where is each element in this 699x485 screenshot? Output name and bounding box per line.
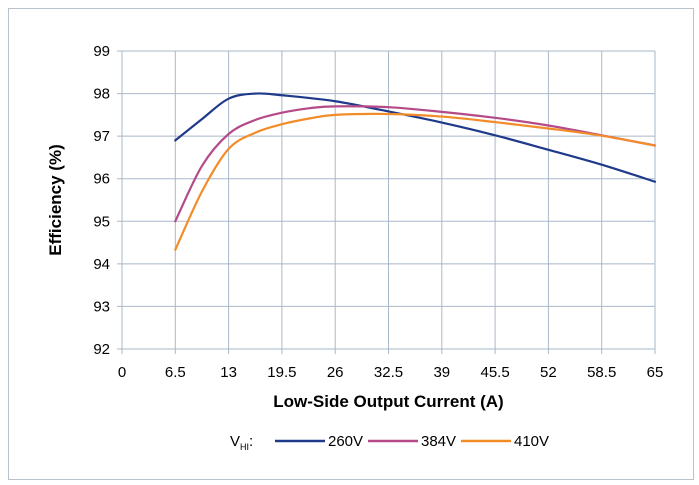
legend-prefix-colon: : bbox=[249, 433, 253, 450]
x-tick-label: 52 bbox=[540, 364, 557, 381]
y-tick-label: 97 bbox=[93, 128, 110, 145]
x-tick-label: 6.5 bbox=[165, 364, 186, 381]
legend-label-410V: 410V bbox=[514, 433, 549, 450]
y-tick-label: 92 bbox=[93, 341, 110, 358]
y-tick-labels: 92 93 94 95 96 97 98 99 bbox=[93, 43, 110, 358]
y-tick-label: 95 bbox=[93, 213, 110, 230]
legend-prefix-sub: HI bbox=[240, 442, 249, 452]
x-axis-title: Low-Side Output Current (A) bbox=[273, 392, 503, 411]
legend-prefix-v: V bbox=[230, 433, 240, 450]
series-line-410V bbox=[174, 112, 657, 251]
y-axis-title: Efficiency (%) bbox=[46, 144, 65, 255]
x-tick-label: 39 bbox=[433, 364, 450, 381]
x-tick-label: 32.5 bbox=[374, 364, 403, 381]
series-lines bbox=[174, 92, 657, 251]
series-line-260V bbox=[174, 92, 657, 183]
grid-lines bbox=[117, 50, 656, 354]
x-tick-label: 45.5 bbox=[480, 364, 509, 381]
x-tick-label: 58.5 bbox=[587, 364, 616, 381]
x-tick-label: 13 bbox=[220, 364, 237, 381]
legend-prefix: VHI: bbox=[230, 433, 253, 452]
x-tick-label: 26 bbox=[327, 364, 344, 381]
x-tick-label: 19.5 bbox=[267, 364, 296, 381]
legend: VHI: 260V 384V 410V bbox=[230, 433, 549, 452]
x-tick-label: 0 bbox=[118, 364, 126, 381]
chart-frame: 0 6.5 13 19.5 26 32.5 39 45.5 52 58.5 65 92 93 94 95 9… bbox=[8, 8, 694, 480]
efficiency-chart: 0 6.5 13 19.5 26 32.5 39 45.5 52 58.5 65 929394959… bbox=[46, 43, 664, 452]
y-tick-label: 99 bbox=[93, 43, 110, 60]
legend-label-384V: 384V bbox=[421, 433, 456, 450]
legend-label-260V: 260V bbox=[328, 433, 363, 450]
y-tick-label: 94 bbox=[93, 256, 110, 273]
x-tick-label: 65 bbox=[647, 364, 664, 381]
x-tick-labels: 0 6.5 13 19.5 26 32.5 39 45.5 52 58.5 65 bbox=[118, 364, 664, 381]
y-tick-label: 96 bbox=[93, 171, 110, 188]
y-tick-label: 93 bbox=[93, 298, 110, 315]
y-tick-label: 98 bbox=[93, 86, 110, 103]
series-line-384V bbox=[174, 105, 657, 223]
